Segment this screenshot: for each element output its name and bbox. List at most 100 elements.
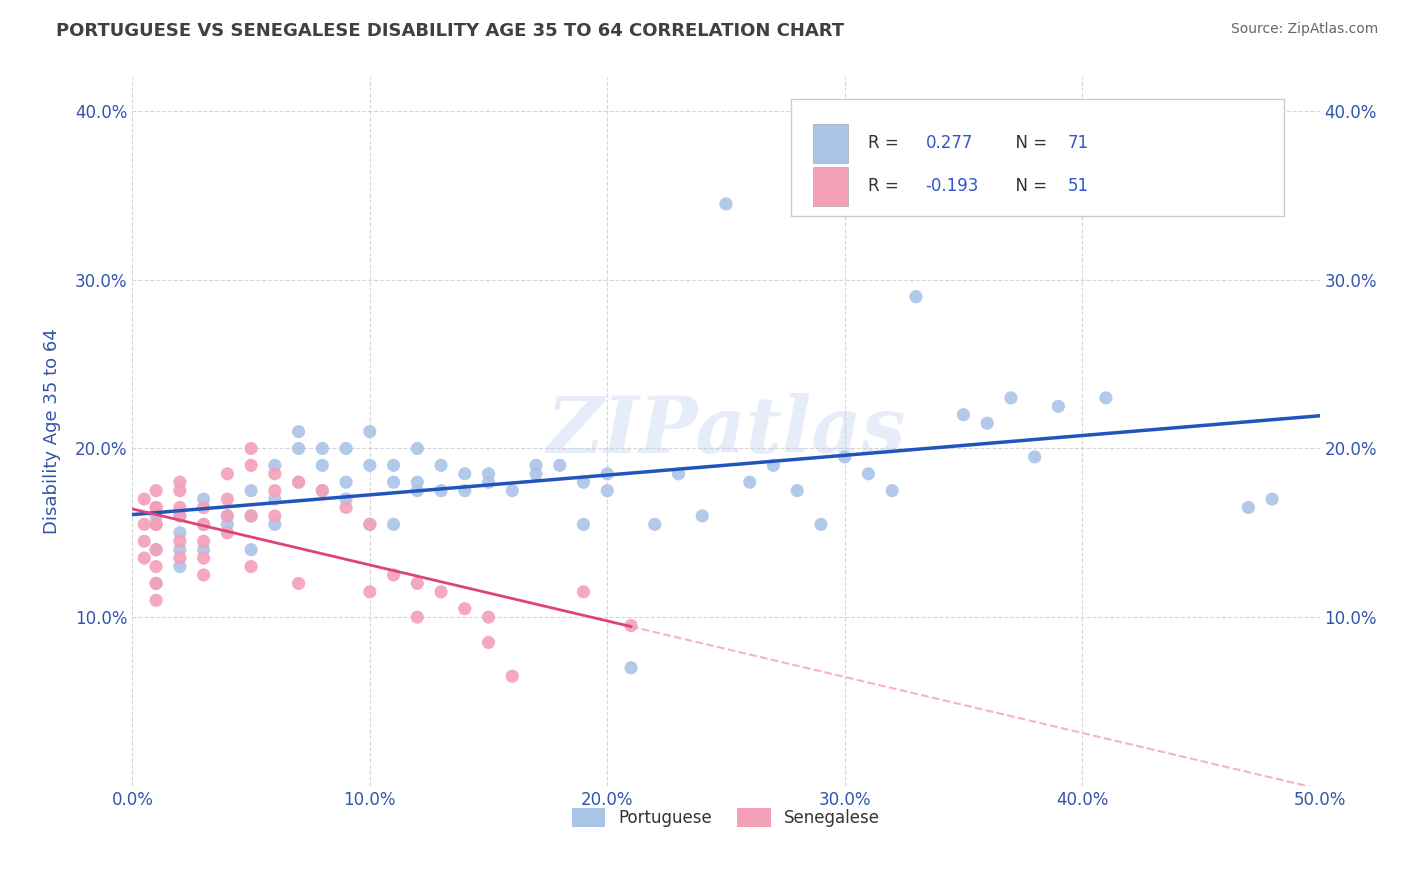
Point xyxy=(406,442,429,456)
Point xyxy=(430,483,453,498)
Point xyxy=(217,508,239,523)
Point xyxy=(169,534,191,549)
Point xyxy=(454,483,477,498)
Point xyxy=(359,517,381,532)
Text: -0.193: -0.193 xyxy=(925,178,979,195)
Point xyxy=(335,500,357,515)
Point xyxy=(668,467,690,481)
Y-axis label: Disability Age 35 to 64: Disability Age 35 to 64 xyxy=(44,329,60,534)
Point xyxy=(193,517,215,532)
Point xyxy=(169,551,191,566)
Point xyxy=(620,661,643,675)
Point xyxy=(738,475,761,490)
Point xyxy=(572,517,595,532)
Point xyxy=(572,475,595,490)
Point xyxy=(145,576,167,591)
Point xyxy=(477,475,499,490)
Point xyxy=(217,517,239,532)
Point xyxy=(1261,492,1284,507)
Point xyxy=(145,500,167,515)
Point xyxy=(477,467,499,481)
Point xyxy=(287,442,309,456)
Point xyxy=(169,475,191,490)
Point xyxy=(406,576,429,591)
Point xyxy=(263,483,285,498)
Point xyxy=(501,669,523,683)
Point xyxy=(145,483,167,498)
Point xyxy=(882,483,904,498)
Point xyxy=(572,584,595,599)
Point xyxy=(359,425,381,439)
Point xyxy=(287,475,309,490)
Point xyxy=(193,534,215,549)
FancyBboxPatch shape xyxy=(813,167,848,206)
Point xyxy=(477,610,499,624)
Point xyxy=(430,458,453,473)
Point xyxy=(1000,391,1022,405)
Point xyxy=(240,483,263,498)
Point xyxy=(904,290,927,304)
Point xyxy=(762,458,785,473)
Point xyxy=(311,458,333,473)
Point xyxy=(169,542,191,557)
Point xyxy=(287,475,309,490)
Point xyxy=(454,601,477,615)
Point xyxy=(382,475,405,490)
Point xyxy=(596,483,619,498)
Point xyxy=(169,508,191,523)
Point xyxy=(193,492,215,507)
FancyBboxPatch shape xyxy=(813,124,848,162)
Point xyxy=(834,450,856,464)
Point xyxy=(406,475,429,490)
Point xyxy=(524,458,547,473)
Point xyxy=(240,508,263,523)
Text: 0.277: 0.277 xyxy=(925,134,973,153)
Point xyxy=(382,568,405,582)
Point xyxy=(169,508,191,523)
Point xyxy=(335,475,357,490)
FancyBboxPatch shape xyxy=(792,99,1284,216)
Point xyxy=(193,517,215,532)
Point xyxy=(359,458,381,473)
Point xyxy=(240,508,263,523)
Point xyxy=(240,458,263,473)
Point xyxy=(134,492,156,507)
Text: N =: N = xyxy=(1005,134,1052,153)
Point xyxy=(620,618,643,632)
Point xyxy=(145,517,167,532)
Text: Source: ZipAtlas.com: Source: ZipAtlas.com xyxy=(1230,22,1378,37)
Point xyxy=(1095,391,1118,405)
Point xyxy=(217,492,239,507)
Text: 71: 71 xyxy=(1069,134,1090,153)
Point xyxy=(786,483,808,498)
Text: ZIPatlas: ZIPatlas xyxy=(547,393,905,470)
Point xyxy=(382,458,405,473)
Point xyxy=(134,534,156,549)
Text: R =: R = xyxy=(869,178,904,195)
Point xyxy=(134,517,156,532)
Point xyxy=(145,500,167,515)
Point xyxy=(1237,500,1260,515)
Point xyxy=(240,442,263,456)
Point xyxy=(382,517,405,532)
Point xyxy=(263,517,285,532)
Point xyxy=(311,442,333,456)
Point xyxy=(524,467,547,481)
Point xyxy=(263,467,285,481)
Point xyxy=(169,500,191,515)
Point xyxy=(145,542,167,557)
Point xyxy=(217,508,239,523)
Text: PORTUGUESE VS SENEGALESE DISABILITY AGE 35 TO 64 CORRELATION CHART: PORTUGUESE VS SENEGALESE DISABILITY AGE … xyxy=(56,22,845,40)
Point xyxy=(240,559,263,574)
Point xyxy=(311,483,333,498)
Point xyxy=(134,551,156,566)
Point xyxy=(287,576,309,591)
Text: R =: R = xyxy=(869,134,904,153)
Point xyxy=(335,492,357,507)
Point xyxy=(145,542,167,557)
Point xyxy=(406,610,429,624)
Text: 51: 51 xyxy=(1069,178,1090,195)
Point xyxy=(359,584,381,599)
Point xyxy=(287,425,309,439)
Point xyxy=(690,508,713,523)
